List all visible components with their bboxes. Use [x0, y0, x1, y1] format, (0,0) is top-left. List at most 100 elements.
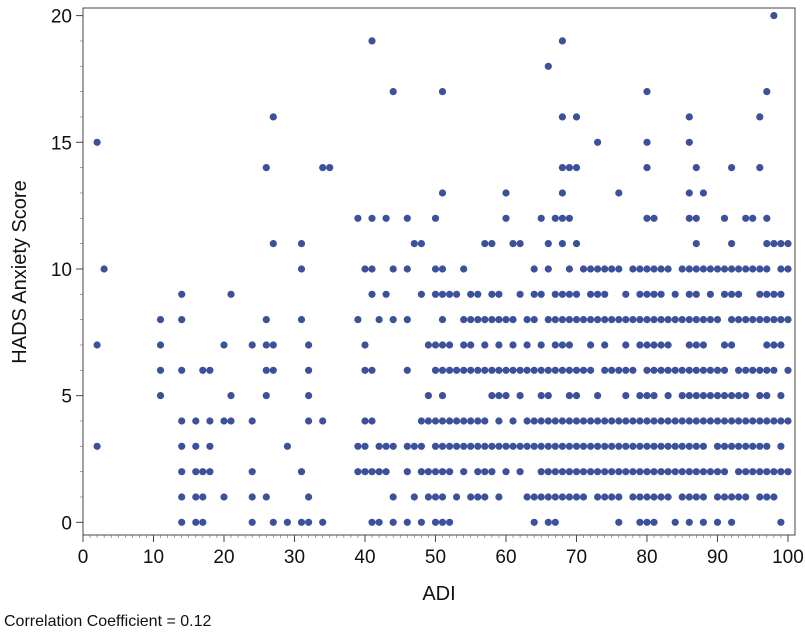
data-point [742, 214, 750, 222]
data-point [305, 392, 313, 400]
data-point [671, 316, 679, 324]
data-point [446, 290, 454, 298]
data-point [671, 442, 679, 450]
data-point [756, 493, 764, 501]
data-point [178, 417, 186, 425]
data-point [728, 493, 736, 501]
data-point [361, 417, 369, 425]
data-point [431, 442, 440, 450]
data-point [713, 265, 722, 273]
data-point [643, 493, 651, 501]
data-point [417, 442, 425, 450]
data-point [305, 518, 313, 526]
data-point [706, 290, 715, 298]
data-point [777, 468, 785, 476]
data-point [713, 316, 722, 324]
data-point [544, 265, 552, 273]
data-point [467, 341, 475, 349]
data-point [488, 468, 496, 476]
data-point [417, 468, 425, 476]
data-point [438, 417, 447, 425]
data-point [431, 214, 440, 222]
data-point [657, 493, 665, 501]
data-point [587, 366, 595, 374]
data-point [742, 392, 750, 400]
x-tick-label: 60 [495, 547, 516, 568]
data-point [784, 316, 792, 324]
data-point [248, 341, 256, 349]
data-point [728, 265, 736, 273]
data-point [544, 442, 552, 450]
data-point [720, 442, 729, 450]
data-point [537, 493, 545, 501]
data-point [608, 417, 616, 425]
data-point [713, 468, 722, 476]
data-point [664, 341, 672, 349]
data-point [382, 468, 390, 476]
data-point [749, 366, 757, 374]
data-point [770, 12, 778, 20]
data-point [509, 417, 517, 425]
data-point [178, 290, 186, 298]
data-point [650, 518, 658, 526]
data-point [692, 366, 700, 374]
data-point [756, 316, 764, 324]
data-point [678, 316, 686, 324]
data-point [438, 341, 447, 349]
data-point [664, 366, 672, 374]
data-point [467, 290, 475, 298]
data-point [579, 442, 588, 450]
data-point [446, 468, 454, 476]
data-point [417, 417, 425, 425]
data-point [192, 518, 200, 526]
x-tick-label: 0 [78, 547, 89, 568]
data-point [770, 366, 778, 374]
data-point [305, 417, 313, 425]
data-point [636, 518, 644, 526]
data-point [424, 468, 432, 476]
data-point [297, 265, 306, 273]
data-point [565, 417, 574, 425]
data-point [643, 366, 651, 374]
data-point [692, 392, 700, 400]
data-point [594, 468, 602, 476]
data-point [706, 316, 715, 324]
data-point [297, 468, 306, 476]
data-point [749, 316, 757, 324]
data-point [460, 341, 468, 349]
data-point [558, 493, 567, 501]
data-point [269, 113, 277, 121]
data-point [474, 316, 482, 324]
data-point [763, 468, 771, 476]
data-point [678, 265, 686, 273]
data-point [671, 518, 679, 526]
data-point [685, 442, 693, 450]
data-point [601, 265, 609, 273]
data-point [615, 417, 623, 425]
data-point [615, 265, 623, 273]
data-point [474, 366, 482, 374]
data-point [417, 240, 425, 248]
data-point [523, 493, 531, 501]
data-point [735, 290, 743, 298]
data-point [509, 442, 517, 450]
data-point [756, 265, 764, 273]
data-point [382, 290, 390, 298]
data-point [720, 366, 729, 374]
data-point [460, 265, 468, 273]
data-point [664, 442, 672, 450]
data-point [438, 189, 447, 197]
data-point [467, 493, 475, 501]
data-point [544, 518, 552, 526]
data-point [481, 366, 489, 374]
data-point [763, 240, 771, 248]
data-point [699, 417, 708, 425]
data-point [431, 290, 440, 298]
data-point [728, 316, 736, 324]
data-point [657, 290, 665, 298]
data-point [178, 442, 186, 450]
data-point [565, 493, 574, 501]
data-point [572, 392, 581, 400]
data-point [572, 113, 581, 121]
